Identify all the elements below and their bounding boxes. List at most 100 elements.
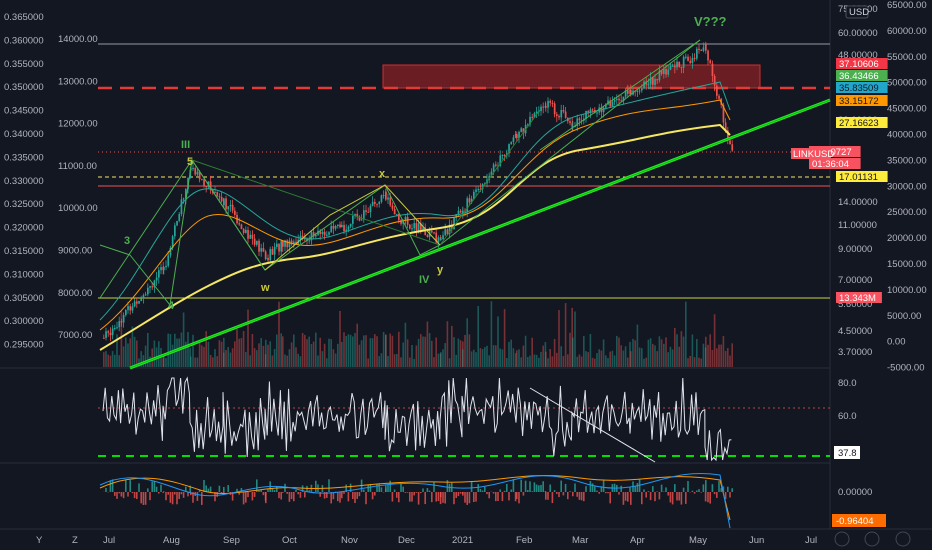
volume-axis-tick: 60000.00 [887,26,927,37]
macd-bar [514,492,517,502]
macd-bar [171,492,174,505]
candle-body [271,249,274,255]
volume-bar [704,347,707,367]
macd-bar [116,492,118,499]
macd-bar [544,491,547,492]
candle-body [696,48,698,59]
volume-bar [475,352,477,367]
right-axis-tick: 7.00000 [838,275,872,286]
volume-bar [417,338,420,367]
candle-body [280,241,283,252]
candle-body [284,240,286,247]
candle-body [545,106,547,108]
volume-bar [290,342,293,367]
macd-bar [131,492,134,494]
volume-bar [663,343,665,367]
macd-bar [656,491,658,492]
candle-body [549,100,552,103]
macd-bar [720,488,722,492]
macd-bar [265,492,267,504]
price-tag: 01:36:04 [812,159,849,170]
right-axis-tick: 60.00000 [838,28,878,39]
left-axis-tick-2: 12000.00 [58,119,98,130]
volume-bar [665,337,667,367]
macd-bar [510,489,512,492]
left-axis-tick: 0.345000 [4,106,44,117]
volume-bar [147,332,149,367]
timezone-button[interactable]: Y [36,535,43,546]
log-scale-icon[interactable] [895,531,911,547]
zoom-button[interactable]: Z [72,535,78,546]
candle-body [227,206,230,210]
macd-bar [189,485,191,492]
volume-bar [437,353,440,367]
volume-bar [492,345,495,367]
volume-bar [576,356,578,367]
macd-bar [328,479,330,492]
right-axis-volume: 65000.00 60000.00 55000.00 50000.00 45000.00… [887,0,927,374]
left-axis-tick: 0.320000 [4,223,44,234]
candle-body [315,234,317,237]
candle-body [194,168,197,175]
macd-bar [676,492,678,501]
volume-bar [165,358,167,367]
candle-body [180,199,183,215]
volume-bar [512,348,515,367]
x-axis-tick: Aug [163,535,180,546]
price-tag: 13.343M [839,293,876,304]
macd-bar [722,486,725,492]
macd-bar [214,492,216,502]
macd-bar [516,492,518,500]
candle-body [242,229,245,233]
candle-body [665,69,667,75]
candle-body [663,69,665,74]
volume-bar [223,337,225,367]
volume-bar [271,355,274,367]
candle-body [360,219,363,221]
volume-bar [205,331,207,367]
macd-bar [155,486,158,492]
volume-bar [376,336,378,367]
candle-body [649,77,652,85]
volume-bar [674,327,676,367]
macd-bar [545,492,547,500]
volume-bar [702,343,705,367]
macd-bar [718,481,720,492]
macd-bar [535,484,538,492]
volume-bar [466,318,468,367]
volume-bar [319,337,321,367]
volume-bar [315,332,317,367]
candle-body [337,224,339,227]
macd-bar [424,492,426,505]
macd-bar [323,492,326,499]
volume-bar [574,311,576,367]
auto-scale-icon[interactable] [864,531,880,547]
volume-axis-tick: 50000.00 [887,78,927,89]
candle-body [111,328,114,336]
macd-bar [190,492,192,496]
volume-bar [433,357,435,367]
currency-badge[interactable] [845,5,869,19]
macd-bar [358,492,361,497]
macd-bar [345,484,347,492]
macd-bar [641,492,643,505]
macd-bar [319,492,321,497]
candle-body [618,98,620,101]
candle-body [503,154,506,156]
volume-bar [293,334,295,367]
settings-icon[interactable] [834,531,850,547]
macd-bar [553,490,556,492]
macd-bar [578,492,581,500]
macd-bar [376,484,378,492]
macd-bar [486,492,488,495]
volume-bar [312,341,315,367]
macd-bar [293,492,295,502]
volume-bar [490,301,493,367]
volume-bar [439,353,442,367]
volume-bar [178,338,180,367]
macd-bar [580,492,583,501]
right-axis-tick: 14.00000 [838,197,878,208]
macd-bar [109,480,112,492]
volume-bar [629,341,631,367]
